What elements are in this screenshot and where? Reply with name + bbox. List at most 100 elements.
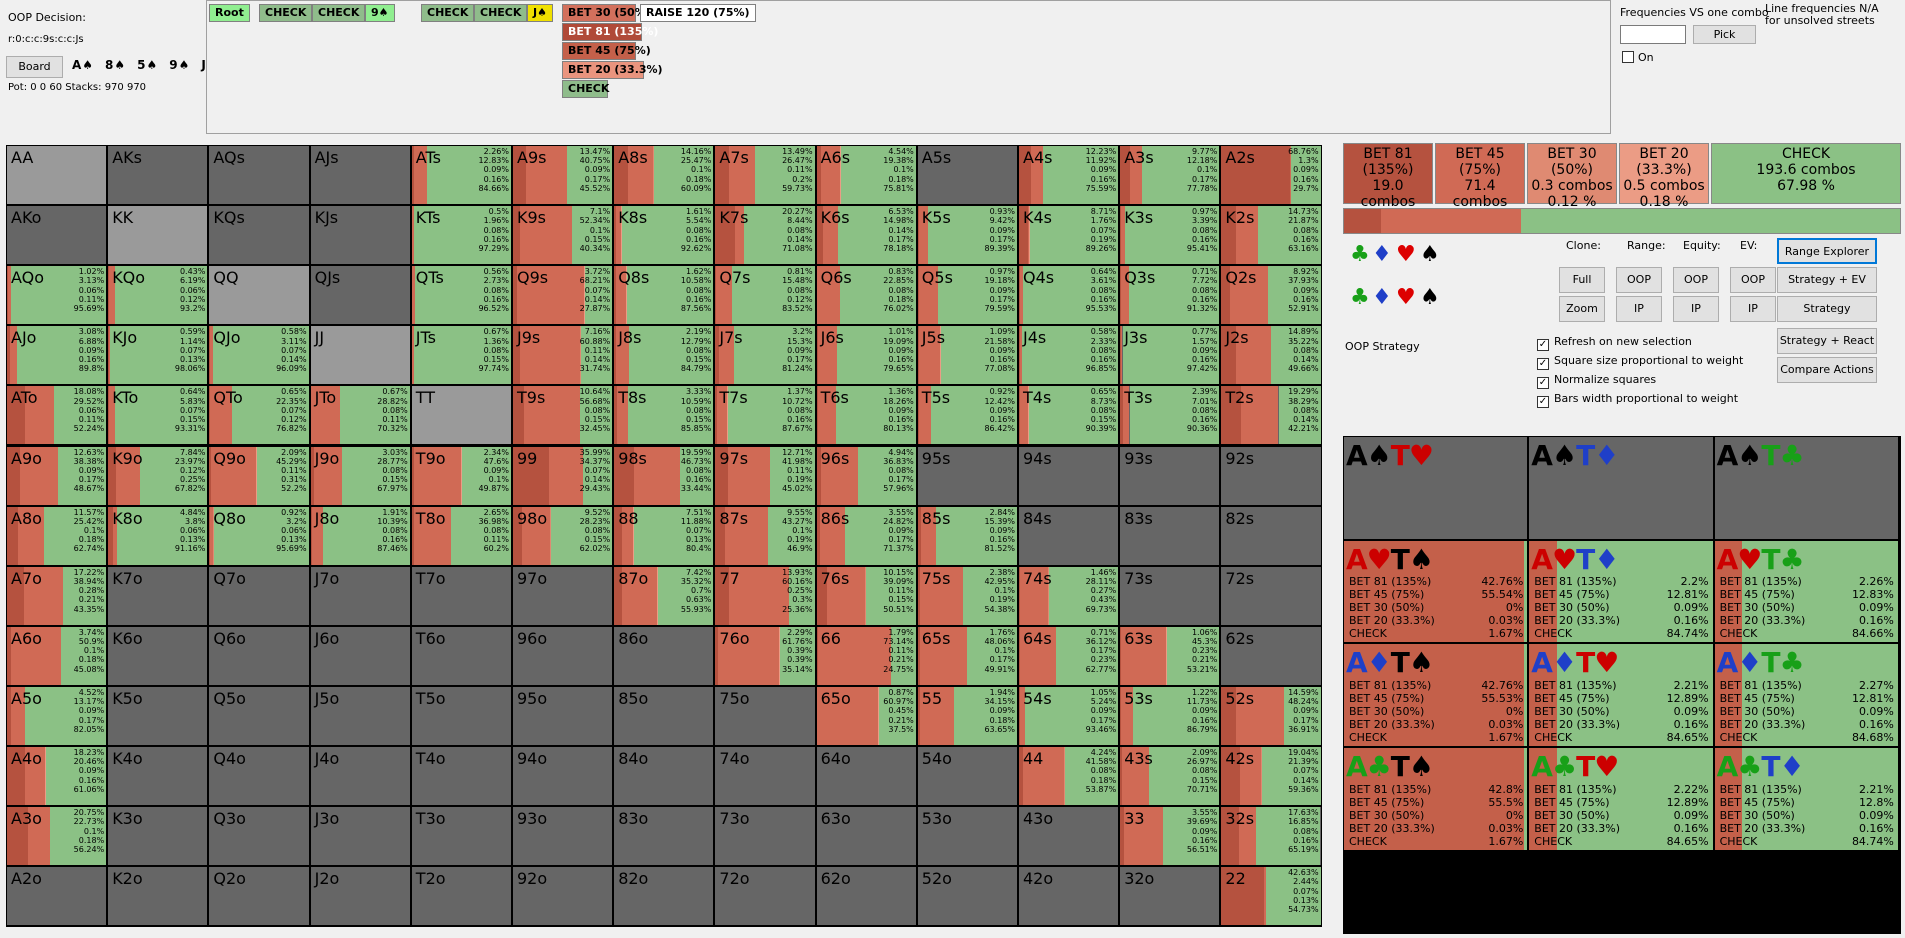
combo-cell-5[interactable]: BET 81 (135%) 2.26% BET 45 (75%) 12.83% BET … bbox=[1714, 540, 1898, 643]
hand-cell-A6o[interactable]: 3.74% 50.9% 0.1% 0.18% 45.08% A6o bbox=[7, 626, 107, 685]
hand-cell-ATs[interactable]: 2.26% 12.83% 0.09% 0.16% 84.66% ATs bbox=[411, 146, 511, 205]
hand-cell-92s[interactable]: 92s bbox=[1221, 446, 1321, 505]
combo-cell-7[interactable]: BET 81 (135%) 2.21% BET 45 (75%) 12.89% BET … bbox=[1529, 644, 1713, 747]
combo-cell-8[interactable]: BET 81 (135%) 2.27% BET 45 (75%) 12.81% BET … bbox=[1714, 644, 1898, 747]
range-ip-button[interactable]: IP bbox=[1616, 296, 1662, 322]
hand-cell-A2o[interactable]: A2o bbox=[7, 867, 107, 926]
hand-cell-QTo[interactable]: 0.65% 22.35% 0.07% 0.12% 76.82% QTo bbox=[209, 386, 309, 445]
hand-cell-54o[interactable]: 54o bbox=[917, 747, 1017, 806]
equity-ip-button[interactable]: IP bbox=[1673, 296, 1719, 322]
hand-cell-96s[interactable]: 4.94% 36.83% 0.08% 0.17% 57.96% 96s bbox=[816, 446, 916, 505]
hand-cell-95o[interactable]: 95o bbox=[513, 686, 613, 745]
hand-cell-95s[interactable]: 95s bbox=[917, 446, 1017, 505]
full-button[interactable]: Full bbox=[1559, 267, 1605, 293]
hand-cell-AQo[interactable]: 1.02% 3.13% 0.06% 0.11% 95.69% AQo bbox=[7, 266, 107, 325]
hand-cell-64o[interactable]: 64o bbox=[816, 747, 916, 806]
hand-cell-A2s[interactable]: 68.76% 1.3% 0.09% 0.16% 29.7% A2s bbox=[1221, 146, 1321, 205]
hand-cell-K4o[interactable]: K4o bbox=[108, 747, 208, 806]
hand-cell-J9o[interactable]: 3.03% 28.77% 0.08% 0.15% 67.97% J9o bbox=[310, 446, 410, 505]
strategy-react-button[interactable]: Strategy + React bbox=[1777, 328, 1877, 354]
tree-option-2[interactable]: BET 45 (75%) bbox=[562, 42, 651, 60]
hand-cell-T2s[interactable]: 19.29% 38.29% 0.08% 0.14% 42.21% T2s bbox=[1221, 386, 1321, 445]
hand-cell-AKo[interactable]: AKo bbox=[7, 206, 107, 265]
hand-cell-Q6s[interactable]: 0.83% 22.85% 0.08% 0.18% 76.02% Q6s bbox=[816, 266, 916, 325]
hand-cell-KTo[interactable]: 0.64% 5.83% 0.07% 0.15% 93.31% KTo bbox=[108, 386, 208, 445]
hand-cell-A9s[interactable]: 13.47% 40.75% 0.09% 0.17% 45.52% A9s bbox=[513, 146, 613, 205]
hand-cell-93s[interactable]: 93s bbox=[1120, 446, 1220, 505]
hand-cell-65s[interactable]: 1.76% 48.06% 0.1% 0.17% 49.91% 65s bbox=[917, 626, 1017, 685]
hand-cell-ATo[interactable]: 18.08% 29.52% 0.06% 0.11% 52.24% ATo bbox=[7, 386, 107, 445]
hand-cell-76s[interactable]: 10.15% 39.09% 0.11% 0.15% 50.51% 76s bbox=[816, 566, 916, 625]
hand-cell-J6s[interactable]: 1.01% 19.09% 0.09% 0.16% 79.65% J6s bbox=[816, 326, 916, 385]
action-summary-4[interactable]: CHECK 193.6 combos 67.98 % bbox=[1711, 143, 1901, 204]
hand-cell-J5o[interactable]: J5o bbox=[310, 686, 410, 745]
tree-path-3[interactable]: 9♠ bbox=[365, 4, 395, 22]
hand-cell-A5o[interactable]: 4.52% 13.17% 0.09% 0.17% 82.05% A5o bbox=[7, 686, 107, 745]
tree-path-5[interactable]: CHECK bbox=[474, 4, 528, 22]
hand-cell-72o[interactable]: 72o bbox=[715, 867, 815, 926]
hand-cell-32s[interactable]: 17.63% 16.85% 0.08% 0.16% 65.19% 32s bbox=[1221, 807, 1321, 866]
hand-cell-K3s[interactable]: 0.97% 3.39% 0.08% 0.16% 95.41% K3s bbox=[1120, 206, 1220, 265]
bars-width-checkbox[interactable]: ✓ Bars width proportional to weight bbox=[1537, 392, 1739, 408]
hand-cell-J2o[interactable]: J2o bbox=[310, 867, 410, 926]
hand-cell-K9s[interactable]: 7.1% 52.34% 0.1% 0.15% 40.34% K9s bbox=[513, 206, 613, 265]
hand-cell-T4o[interactable]: T4o bbox=[411, 747, 511, 806]
hand-cell-92o[interactable]: 92o bbox=[513, 867, 613, 926]
hand-cell-K3o[interactable]: K3o bbox=[108, 807, 208, 866]
hand-cell-AA[interactable]: AA bbox=[7, 146, 107, 205]
combo-input[interactable] bbox=[1620, 25, 1686, 44]
hand-cell-QTs[interactable]: 0.56% 2.73% 0.08% 0.16% 96.52% QTs bbox=[411, 266, 511, 325]
hand-cell-22[interactable]: 42.63% 2.44% 0.07% 0.13% 54.73% 22 bbox=[1221, 867, 1321, 926]
hand-cell-AJo[interactable]: 3.08% 6.88% 0.09% 0.16% 89.8% AJo bbox=[7, 326, 107, 385]
hand-cell-72s[interactable]: 72s bbox=[1221, 566, 1321, 625]
ev-oop-button[interactable]: OOP bbox=[1730, 267, 1776, 293]
hand-cell-77[interactable]: 13.93% 60.16% 0.25% 0.3% 25.36% 77 bbox=[715, 566, 815, 625]
combo-cell-10[interactable]: BET 81 (135%) 2.22% BET 45 (75%) 12.89% BET … bbox=[1529, 748, 1713, 850]
hand-cell-T7s[interactable]: 1.37% 10.72% 0.08% 0.16% 87.67% T7s bbox=[715, 386, 815, 445]
hand-cell-Q2s[interactable]: 8.92% 37.93% 0.09% 0.16% 52.91% Q2s bbox=[1221, 266, 1321, 325]
hand-cell-A3s[interactable]: 9.77% 12.18% 0.1% 0.17% 77.78% A3s bbox=[1120, 146, 1220, 205]
hand-cell-44[interactable]: 4.24% 41.58% 0.08% 0.18% 53.87% 44 bbox=[1019, 747, 1119, 806]
hand-cell-K6o[interactable]: K6o bbox=[108, 626, 208, 685]
equity-oop-button[interactable]: OOP bbox=[1673, 267, 1719, 293]
tree-path-6[interactable]: J♠ bbox=[527, 4, 553, 22]
heart-icon[interactable]: ♥ bbox=[1396, 242, 1416, 267]
diamond-icon[interactable]: ♦ bbox=[1372, 242, 1392, 267]
hand-cell-KQs[interactable]: KQs bbox=[209, 206, 309, 265]
hand-cell-33[interactable]: 3.55% 39.69% 0.09% 0.16% 56.51% 33 bbox=[1120, 807, 1220, 866]
hand-cell-43s[interactable]: 2.09% 26.97% 0.08% 0.15% 70.71% 43s bbox=[1120, 747, 1220, 806]
hand-cell-T9s[interactable]: 10.64% 56.68% 0.08% 0.15% 32.45% T9s bbox=[513, 386, 613, 445]
hand-cell-T9o[interactable]: 2.34% 47.6% 0.09% 0.1% 49.87% T9o bbox=[411, 446, 511, 505]
hand-cell-K4s[interactable]: 8.71% 1.76% 0.07% 0.19% 89.26% K4s bbox=[1019, 206, 1119, 265]
hand-cell-74o[interactable]: 74o bbox=[715, 747, 815, 806]
hand-cell-83o[interactable]: 83o bbox=[614, 807, 714, 866]
hand-cell-AKs[interactable]: AKs bbox=[108, 146, 208, 205]
hand-cell-JTs[interactable]: 0.67% 1.36% 0.08% 0.15% 97.74% JTs bbox=[411, 326, 511, 385]
hand-cell-QJo[interactable]: 0.58% 3.11% 0.07% 0.14% 96.09% QJo bbox=[209, 326, 309, 385]
hand-cell-J8s[interactable]: 2.19% 12.79% 0.08% 0.15% 84.79% J8s bbox=[614, 326, 714, 385]
hand-cell-JTo[interactable]: 0.67% 28.82% 0.08% 0.11% 70.32% JTo bbox=[310, 386, 410, 445]
tree-raise[interactable]: RAISE 120 (75%) bbox=[640, 4, 756, 22]
hand-cell-T2o[interactable]: T2o bbox=[411, 867, 511, 926]
hand-cell-T8o[interactable]: 2.65% 36.98% 0.08% 0.11% 60.2% T8o bbox=[411, 506, 511, 565]
tree-option-4[interactable]: CHECK bbox=[562, 80, 609, 98]
hand-cell-T6o[interactable]: T6o bbox=[411, 626, 511, 685]
hand-cell-JJ[interactable]: JJ bbox=[310, 326, 410, 385]
hand-cell-Q8o[interactable]: 0.92% 3.2% 0.06% 0.13% 95.69% Q8o bbox=[209, 506, 309, 565]
hand-cell-97s[interactable]: 12.71% 41.98% 0.11% 0.19% 45.02% 97s bbox=[715, 446, 815, 505]
range-explorer-button[interactable]: Range Explorer bbox=[1777, 238, 1877, 264]
hand-cell-J3s[interactable]: 0.77% 1.57% 0.09% 0.16% 97.42% J3s bbox=[1120, 326, 1220, 385]
hand-cell-42s[interactable]: 19.04% 21.39% 0.07% 0.14% 59.36% 42s bbox=[1221, 747, 1321, 806]
tree-path-1[interactable]: CHECK bbox=[259, 4, 313, 22]
combo-cell-9[interactable]: BET 81 (135%) 42.8% BET 45 (75%) 55.5% BET 3… bbox=[1344, 748, 1528, 850]
hand-cell-T8s[interactable]: 3.33% 10.59% 0.08% 0.15% 85.85% T8s bbox=[614, 386, 714, 445]
hand-cell-QJs[interactable]: QJs bbox=[310, 266, 410, 325]
hand-cell-T6s[interactable]: 1.36% 18.26% 0.09% 0.16% 80.13% T6s bbox=[816, 386, 916, 445]
hand-cell-J5s[interactable]: 1.09% 21.58% 0.09% 0.16% 77.08% J5s bbox=[917, 326, 1017, 385]
hand-cell-63s[interactable]: 1.06% 45.3% 0.23% 0.21% 53.21% 63s bbox=[1120, 626, 1220, 685]
refresh-checkbox[interactable]: ✓ Refresh on new selection bbox=[1537, 335, 1692, 351]
hand-cell-AQs[interactable]: AQs bbox=[209, 146, 309, 205]
square-size-checkbox[interactable]: ✓ Square size proportional to weight bbox=[1537, 354, 1744, 370]
tree-path-4[interactable]: CHECK bbox=[421, 4, 475, 22]
